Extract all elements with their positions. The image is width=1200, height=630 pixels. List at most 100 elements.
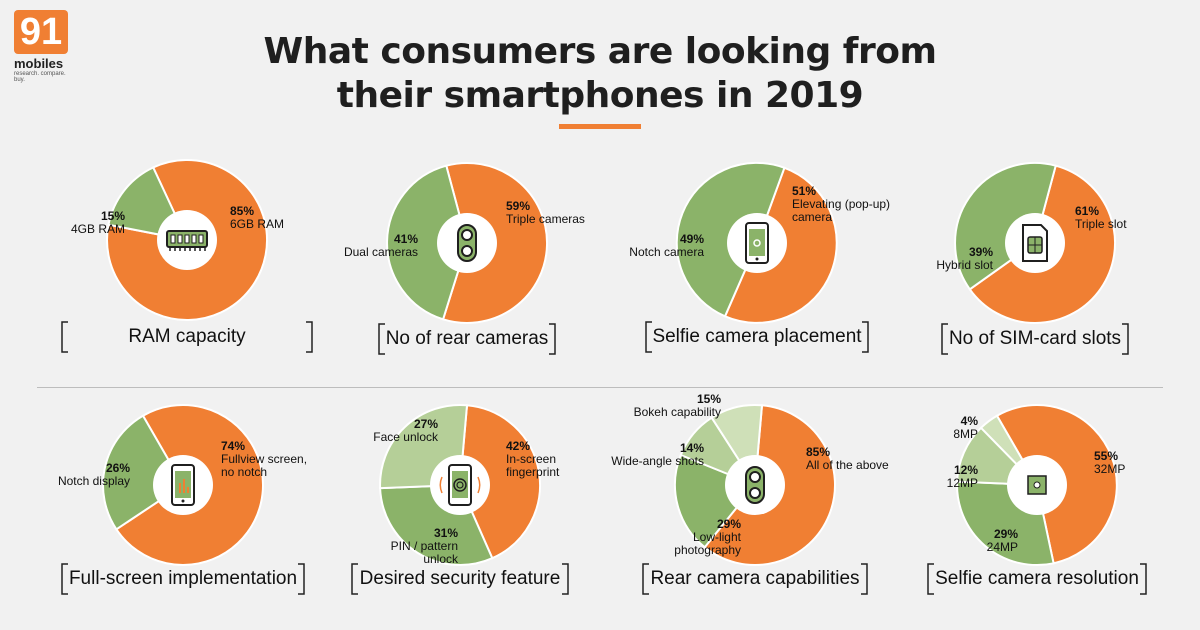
pie-slice <box>386 164 469 321</box>
slice-category: 6GB RAM <box>230 217 284 231</box>
chart-title: Rear camera capabilities <box>650 568 859 589</box>
title-underline <box>559 124 641 129</box>
row-divider <box>37 387 1163 388</box>
sim-card-icon <box>1022 224 1048 262</box>
slice-category: Face unlock <box>373 430 439 444</box>
slice-percent: 26% <box>106 461 130 475</box>
title-bracket-left <box>645 321 652 353</box>
phone-camera-icon <box>745 222 769 264</box>
slice-label: 15% 4GB RAM <box>71 209 125 236</box>
chart-title: RAM capacity <box>128 326 246 347</box>
title-bracket-right <box>861 563 868 595</box>
slice-category: In-screen <box>506 452 556 466</box>
title-bracket-right <box>298 563 305 595</box>
slice-percent: 15% <box>697 392 721 406</box>
slice-category: All of the above <box>806 458 889 472</box>
pie-chart-1: 85% 6GB RAM 15% 4GB RAM RAM capacity <box>61 159 313 353</box>
page-title: What consumers are looking from their sm… <box>200 30 1000 118</box>
slice-label: 39% Hybrid slot <box>936 245 993 272</box>
slice-percent: 14% <box>680 441 704 455</box>
title-bracket-left <box>61 321 68 353</box>
dual-camera-icon <box>457 224 477 262</box>
slice-percent: 29% <box>994 527 1018 541</box>
slice-label: 41% Dual cameras <box>344 232 418 259</box>
slice-category: Hybrid slot <box>936 258 993 272</box>
slice-category: 32MP <box>1094 462 1125 476</box>
slice-percent: 12% <box>954 463 978 477</box>
slice-label: 4% 8MP <box>953 414 978 441</box>
slice-percent: 85% <box>230 204 254 218</box>
title-bracket-right <box>1122 323 1129 355</box>
title-bracket-left <box>61 563 68 595</box>
slice-label: 29% 24MP <box>987 527 1019 554</box>
slice-label: 85% 6GB RAM <box>230 204 284 231</box>
slice-label: 14% Wide-angle shots <box>611 441 704 468</box>
chart-title: Desired security feature <box>360 568 561 589</box>
slice-category: Elevating (pop-up) <box>792 197 890 211</box>
slice-category: unlock <box>423 552 459 566</box>
pie-slice <box>458 404 542 560</box>
slice-category: Dual cameras <box>344 245 418 259</box>
slice-percent: 4% <box>961 414 979 428</box>
pie-slice <box>954 161 1057 291</box>
chart-title: Selfie camera resolution <box>935 568 1139 589</box>
slice-category: Notch display <box>58 474 130 488</box>
slice-label: 59% Triple cameras <box>506 199 585 226</box>
title-line-1: What consumers are looking from <box>263 31 937 72</box>
slice-percent: 55% <box>1094 449 1118 463</box>
slice-category: Triple slot <box>1075 217 1127 231</box>
slice-category: fingerprint <box>506 465 560 479</box>
slice-category: Low-light <box>693 530 742 544</box>
slice-category: Notch camera <box>629 245 704 259</box>
slice-percent: 39% <box>969 245 993 259</box>
slice-percent: 85% <box>806 445 830 459</box>
ram-icon <box>166 230 208 251</box>
slice-category: no notch <box>221 465 267 479</box>
slice-percent: 41% <box>394 232 418 246</box>
title-bracket-left <box>642 563 649 595</box>
title-bracket-right <box>562 563 569 595</box>
fingerprint-icon <box>439 464 481 506</box>
title-bracket-right <box>549 323 556 355</box>
slice-category: Wide-angle shots <box>611 454 704 468</box>
title-bracket-left <box>927 563 934 595</box>
title-bracket-right <box>1140 563 1147 595</box>
chart-title: Selfie camera placement <box>652 326 862 347</box>
pie-chart-2: 59% Triple cameras 41% Dual cameras No of re… <box>344 161 585 355</box>
title-bracket-left <box>378 323 385 355</box>
slice-label: 85% All of the above <box>806 445 889 472</box>
slice-category: camera <box>792 210 832 224</box>
slice-percent: 74% <box>221 439 245 453</box>
slice-category: 8MP <box>953 427 978 441</box>
slice-category: Bokeh capability <box>634 405 721 419</box>
slice-percent: 27% <box>414 417 438 431</box>
slice-label: 15% Bokeh capability <box>634 392 722 419</box>
pie-chart-4: 61% Triple slot 39% Hybrid slot No of SIM-ca… <box>936 161 1129 355</box>
slice-label: 49% Notch camera <box>629 232 704 259</box>
camera-focus-icon <box>1027 475 1047 495</box>
slice-percent: 51% <box>792 184 816 198</box>
slice-percent: 29% <box>717 517 741 531</box>
pie-chart-6: 42% In-screen fingerprint 31% PIN / pattern u… <box>351 403 569 595</box>
slice-percent: 31% <box>434 526 458 540</box>
title-bracket-right <box>862 321 869 353</box>
slice-percent: 42% <box>506 439 530 453</box>
slice-percent: 15% <box>101 209 125 223</box>
pie-chart-3: 51% Elevating (pop-up) camera 49% Notch came… <box>629 161 890 353</box>
pie-slice <box>102 414 185 531</box>
chart-title: No of SIM-card slots <box>949 328 1121 349</box>
slice-category: 4GB RAM <box>71 222 125 236</box>
slice-percent: 49% <box>680 232 704 246</box>
slice-label: 51% Elevating (pop-up) camera <box>792 184 890 224</box>
phone-fullscreen-icon <box>171 464 195 506</box>
slice-category: Fullview screen, <box>221 452 307 466</box>
brand-logo[interactable]: 91 mobiles research. compare. buy. <box>14 10 74 83</box>
logo-number: 91 <box>14 10 68 54</box>
slice-label: 55% 32MP <box>1094 449 1125 476</box>
title-bracket-left <box>351 563 358 595</box>
slice-label: 27% Face unlock <box>373 417 439 444</box>
slice-category: 12MP <box>947 476 978 490</box>
slice-label: 29% Low-light photography <box>674 517 741 557</box>
slice-label: 74% Fullview screen, no notch <box>221 439 307 479</box>
